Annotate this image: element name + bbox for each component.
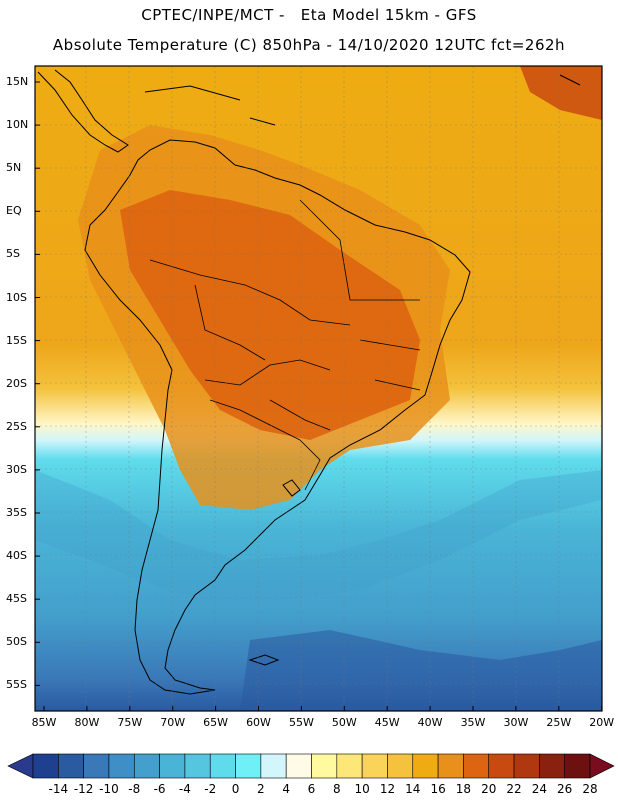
map-frame [34, 65, 603, 712]
lat-label: 55S [6, 678, 27, 692]
colorbar-label: 14 [405, 782, 421, 796]
colorbar-swatch [539, 753, 565, 779]
colorbar-swatch [564, 753, 591, 779]
colorbar-label: 0 [231, 782, 240, 796]
lat-label: 50S [6, 635, 27, 649]
lat-label: 5N [6, 161, 22, 175]
colorbar-label: 4 [282, 782, 290, 796]
colorbar-swatch [361, 753, 388, 779]
colorbar-swatch [235, 753, 262, 779]
colorbar-label: 10 [354, 782, 370, 796]
chart-title: CPTEC/INPE/MCT - Eta Model 15km - GFS [141, 6, 477, 24]
colorbar-label: 8 [332, 782, 341, 796]
colorbar-label: -8 [128, 782, 141, 796]
lat-label: 30S [6, 462, 27, 476]
colorbar-swatch [108, 753, 135, 779]
lon-label: 85W [31, 716, 57, 729]
colorbar-swatch [412, 753, 439, 779]
lat-label: 45S [6, 592, 27, 606]
colorbar-label: 12 [379, 782, 396, 796]
lat-label: 25S [6, 419, 27, 433]
lon-label: 20W [589, 716, 615, 729]
country-borders [149, 199, 421, 491]
colorbar-label: -4 [178, 782, 191, 796]
colorbar-label: -12 [73, 782, 94, 796]
colorbar-swatch [58, 753, 84, 779]
lon-label: 60W [246, 716, 271, 729]
colorbar-label: 26 [557, 782, 573, 796]
lon-label: 25W [546, 716, 572, 729]
lon-label: 35W [460, 716, 486, 729]
cold-region-south [240, 630, 602, 711]
lat-label: 40S [6, 549, 27, 563]
colorbar-over-arrow [589, 753, 615, 779]
colorbar-swatch [133, 753, 160, 779]
axis-ticks [35, 81, 603, 711]
hot-spot-northeast [520, 66, 602, 120]
colorbar-label: 16 [430, 782, 446, 796]
lat-label: 10S [6, 290, 27, 304]
colorbar-label: -6 [153, 782, 166, 796]
colorbar-label: -10 [99, 782, 119, 796]
lat-label: 15N [6, 75, 29, 88]
colorbar-label: 2 [257, 782, 265, 796]
colorbar-swatch [513, 753, 540, 779]
central-america-outline [37, 69, 129, 153]
lat-label: 35S [6, 506, 27, 519]
falkland-islands [248, 654, 280, 666]
coastlines [37, 69, 581, 695]
lon-label: 50W [331, 716, 357, 729]
colorbar-swatch [83, 753, 110, 779]
lat-label: 10N [6, 118, 29, 132]
colorbar-label: -14 [48, 782, 69, 796]
colorbar-label: 22 [506, 782, 522, 796]
warm-region-inner [120, 190, 420, 440]
colorbar-swatch [184, 753, 211, 779]
colorbar-label: -2 [204, 782, 217, 796]
lon-label: 75W [117, 716, 143, 729]
colorbar-label: 28 [582, 782, 598, 796]
lon-label: 30W [503, 716, 529, 729]
lat-label: EQ [6, 204, 22, 218]
lon-label: 65W [203, 716, 229, 729]
lon-label: 70W [160, 716, 186, 729]
colorbar-swatch [437, 753, 464, 779]
colorbar-swatch [260, 753, 287, 779]
colorbar-swatch [311, 753, 338, 779]
colorbar-label: 18 [455, 782, 472, 796]
colorbar-under-arrow [7, 753, 34, 779]
lagoa-dos-patos [282, 479, 301, 497]
south-america-outline [84, 139, 471, 695]
colorbar-swatch [209, 753, 236, 779]
lat-label: 15S [6, 333, 27, 347]
lon-label: 55W [288, 716, 314, 729]
colorbar-label: 6 [307, 782, 316, 796]
lon-label: 45W [374, 716, 400, 729]
caribbean-islands [144, 74, 581, 126]
colorbar [7, 753, 615, 779]
chart-subtitle: Absolute Temperature (C) 850hPa - 14/10/… [52, 36, 566, 54]
lon-label: 40W [417, 716, 443, 729]
colorbar-label: 24 [531, 782, 547, 796]
colorbar-swatch [336, 753, 363, 779]
colorbar-swatch [32, 753, 59, 779]
colorbar-swatch [387, 753, 414, 779]
colorbar-label: 20 [481, 782, 497, 796]
lat-label: 5S [6, 247, 20, 261]
cool-band [35, 470, 602, 600]
colorbar-swatch [285, 753, 312, 779]
lon-label: 80W [74, 716, 100, 729]
colorbar-swatch [488, 753, 515, 779]
colorbar-swatch [159, 753, 186, 779]
colorbar-swatch [463, 753, 490, 779]
lat-label: 20S [6, 376, 27, 390]
map-field [35, 66, 602, 711]
